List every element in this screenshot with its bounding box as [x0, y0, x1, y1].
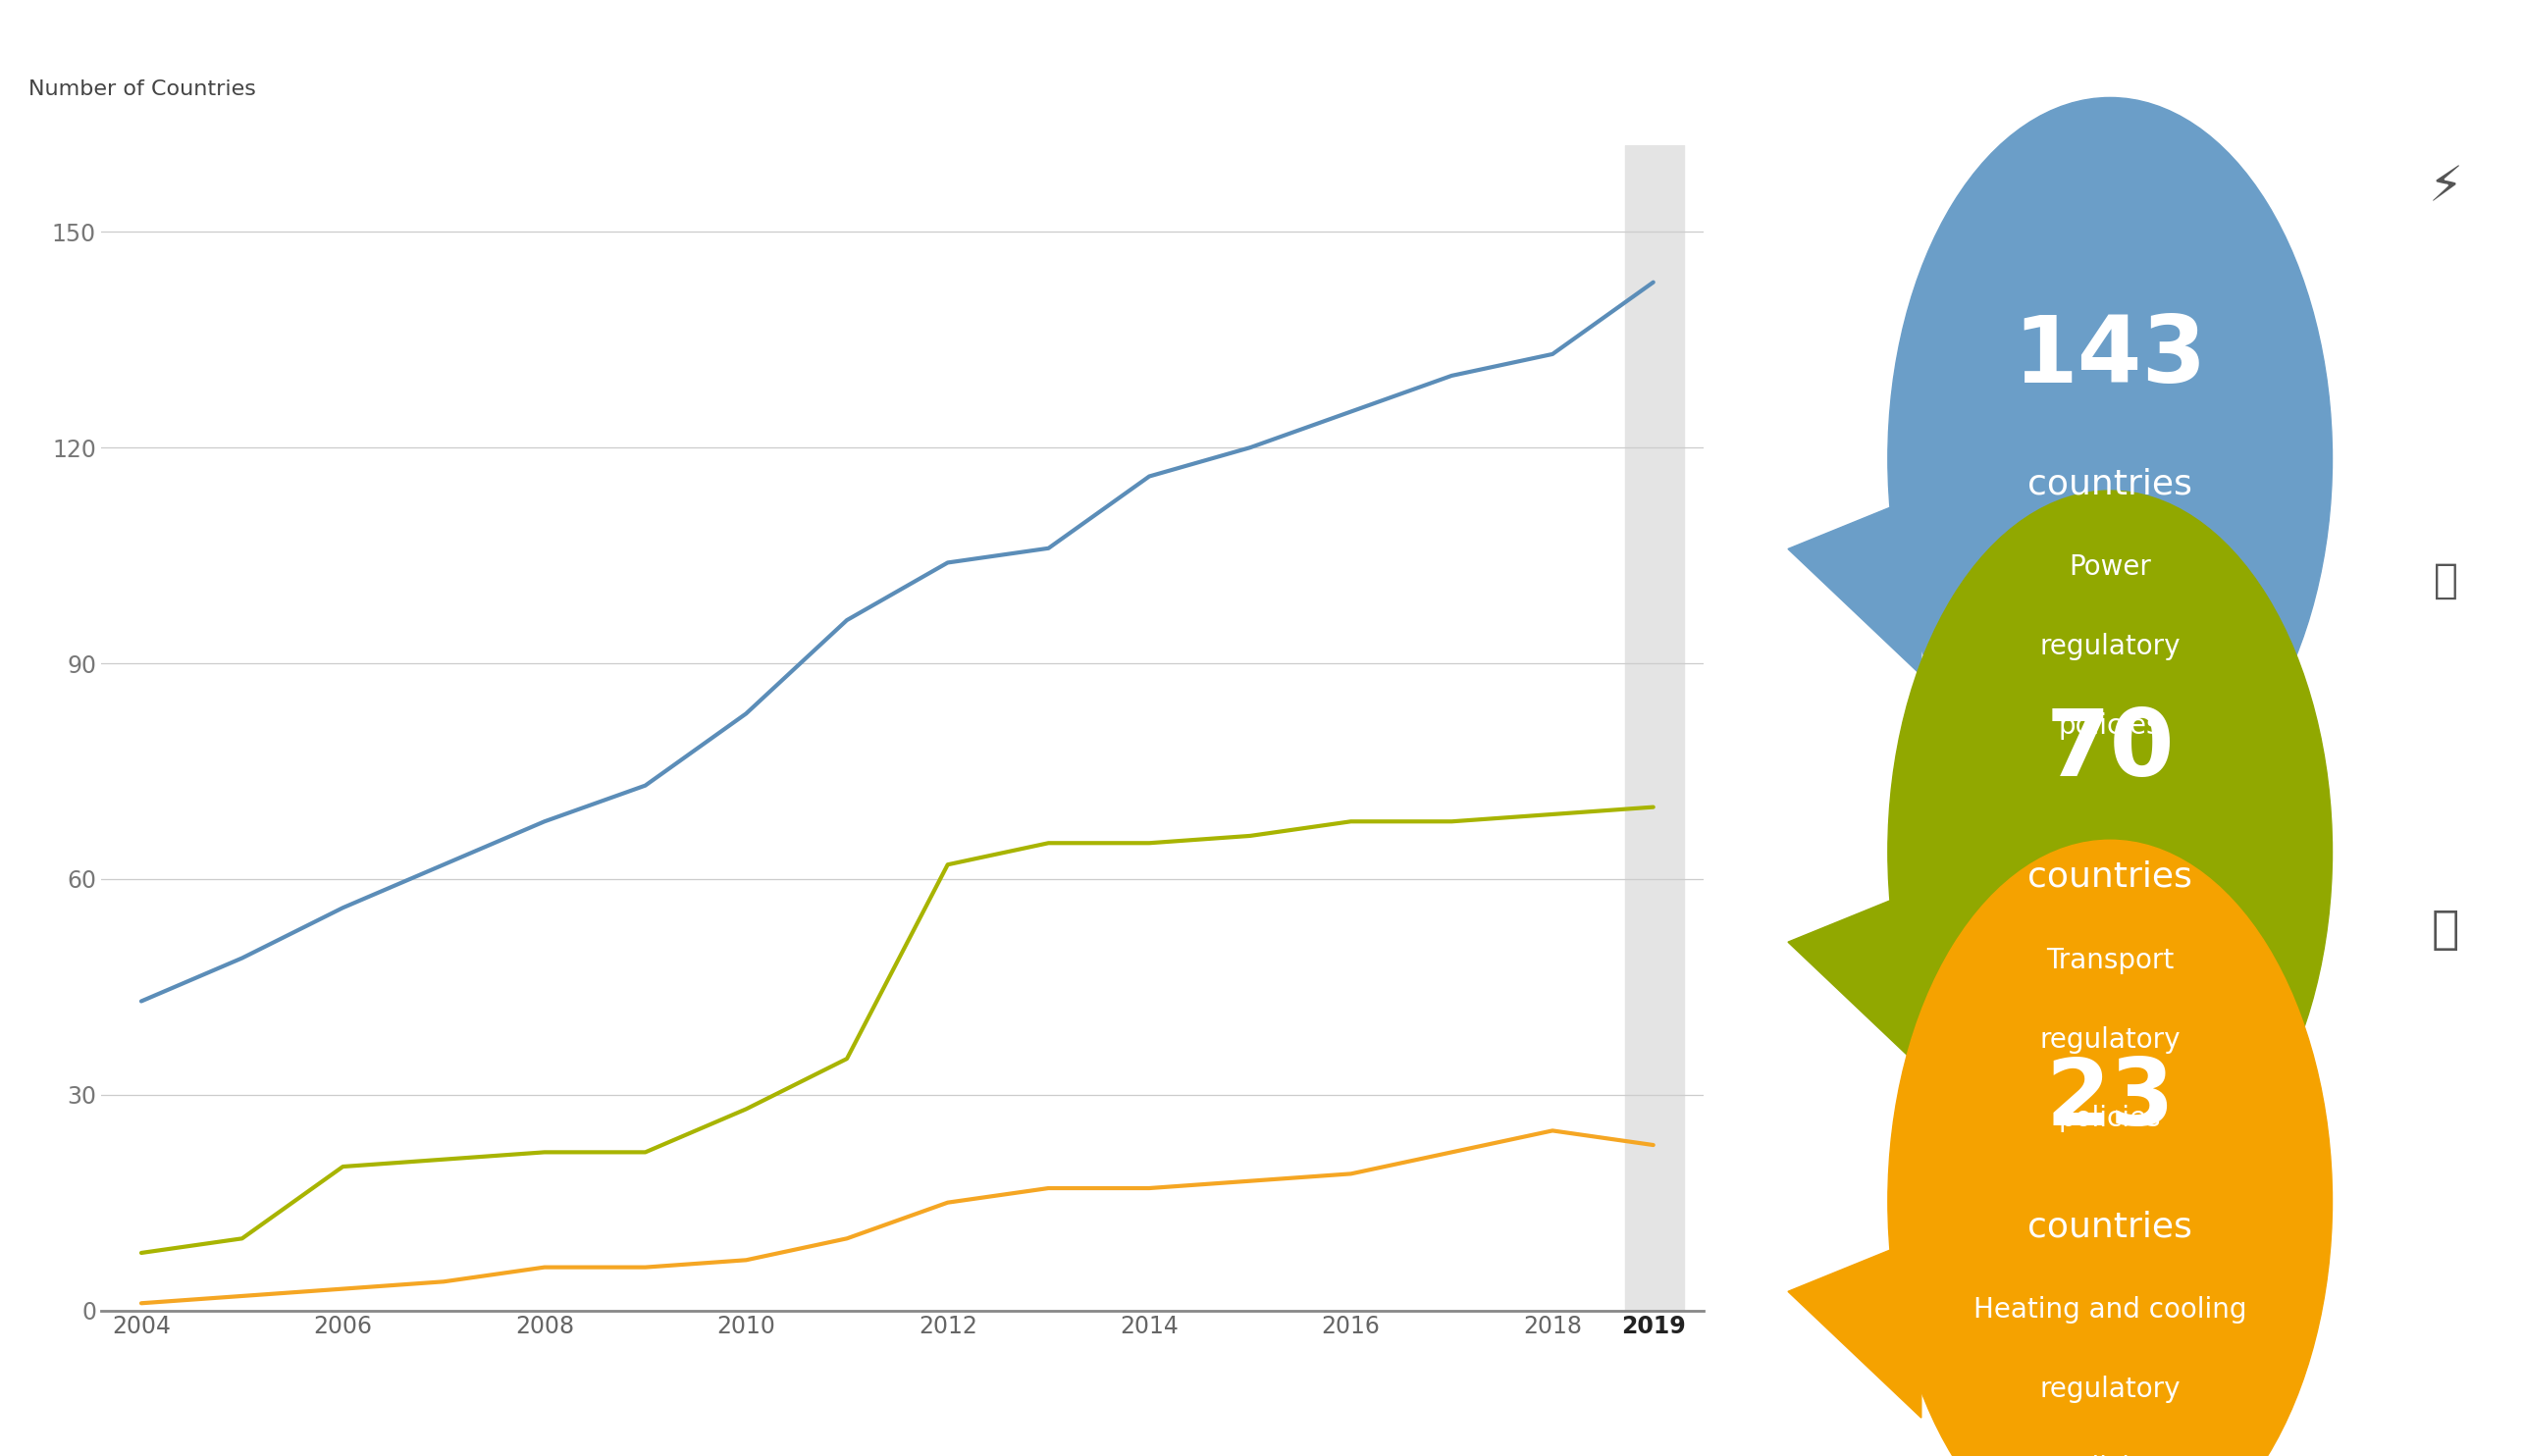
- Text: regulatory: regulatory: [2039, 1376, 2181, 1402]
- Text: 🌡: 🌡: [2431, 909, 2461, 952]
- Text: Transport: Transport: [2047, 946, 2173, 974]
- Bar: [1625, 146, 1684, 1310]
- Text: regulatory: regulatory: [2039, 633, 2181, 660]
- Text: Power: Power: [2070, 553, 2150, 581]
- Text: 143: 143: [2014, 313, 2206, 403]
- Text: 70: 70: [2044, 706, 2176, 796]
- Text: countries: countries: [2027, 860, 2193, 894]
- Text: 23: 23: [2044, 1056, 2176, 1146]
- Text: ⚡: ⚡: [2428, 165, 2463, 211]
- Text: Number of Countries: Number of Countries: [28, 80, 257, 99]
- Text: policies: policies: [2060, 1105, 2161, 1133]
- Text: regulatory: regulatory: [2039, 1026, 2181, 1053]
- Text: countries: countries: [2027, 467, 2193, 501]
- Text: policies: policies: [2060, 712, 2161, 740]
- Text: 🚗: 🚗: [2433, 561, 2458, 601]
- Text: Heating and cooling: Heating and cooling: [1974, 1296, 2246, 1324]
- Text: countries: countries: [2027, 1210, 2193, 1243]
